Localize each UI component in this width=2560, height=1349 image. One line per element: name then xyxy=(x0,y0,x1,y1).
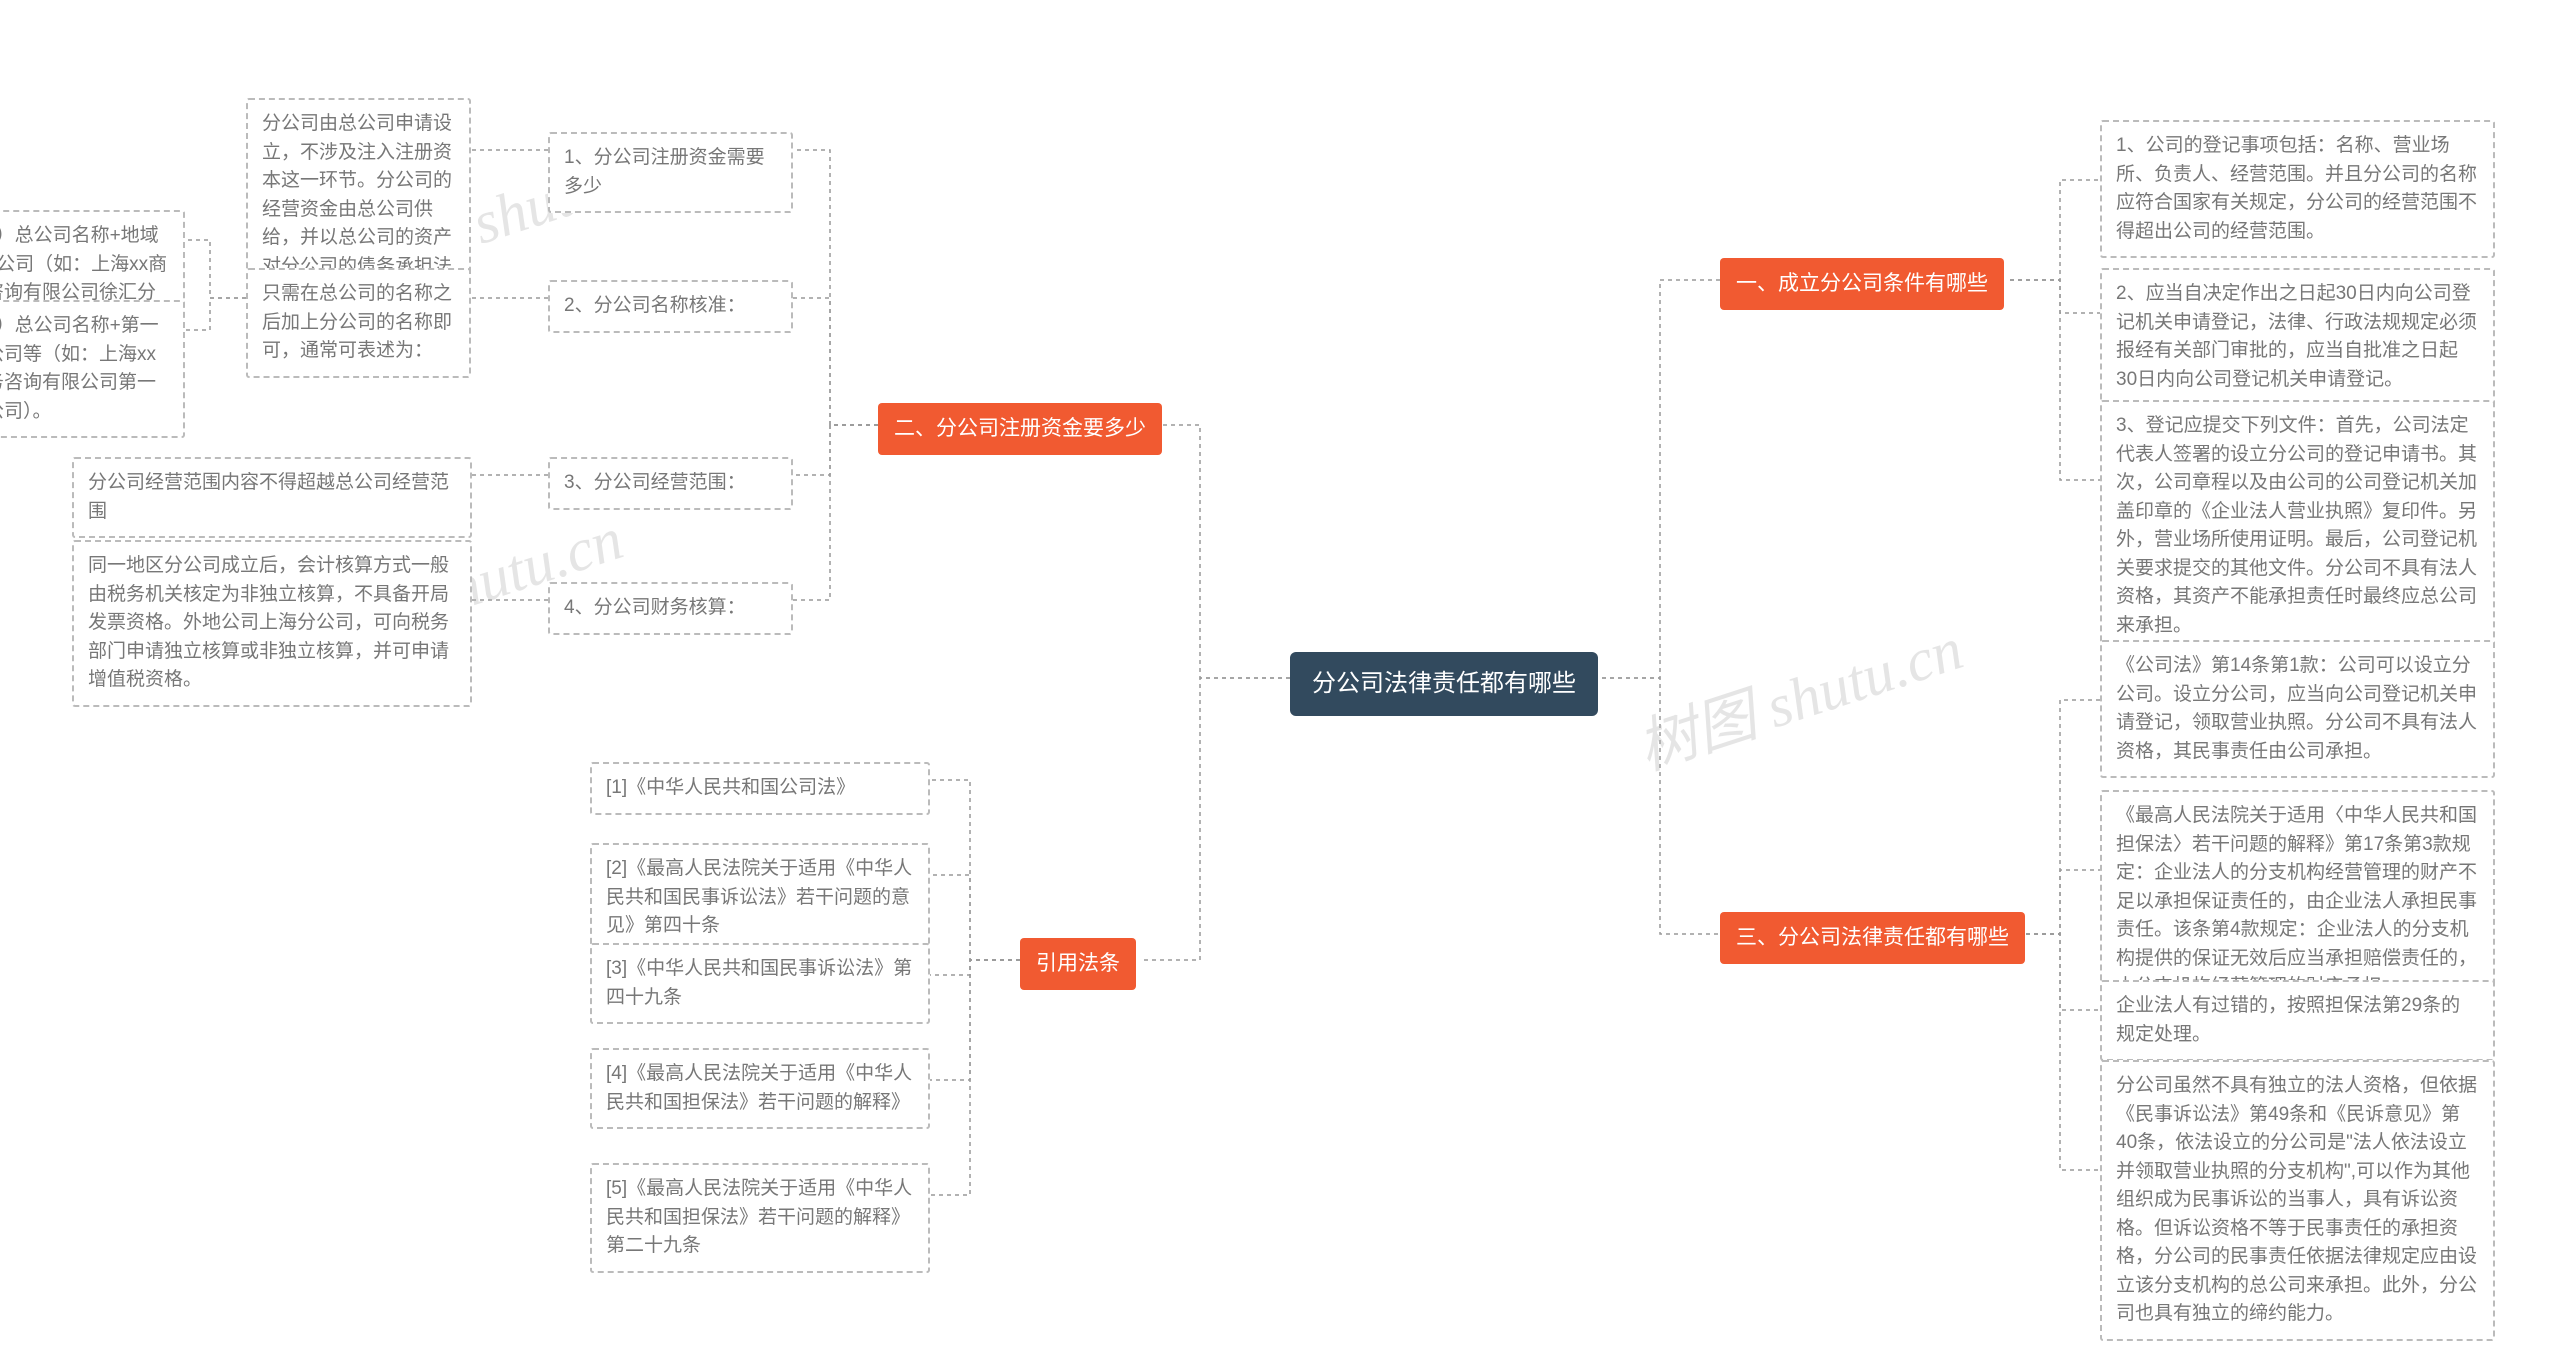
leaf-b4-4: [4]《最高人民法院关于适用《中华人民共和国担保法》若干问题的解释》 xyxy=(590,1048,930,1129)
leaf-b2-4d: 同一地区分公司成立后，会计核算方式一般由税务机关核定为非独立核算，不具备开局发票… xyxy=(72,540,472,707)
leaf-b4-1: [1]《中华人民共和国公司法》 xyxy=(590,762,930,815)
branch-4[interactable]: 引用法条 xyxy=(1020,938,1136,990)
leaf-b2-1: 1、分公司注册资金需要多少 xyxy=(548,132,793,213)
leaf-b1-3: 3、登记应提交下列文件：首先，公司法定代表人签署的设立分公司的登记申请书。其次，… xyxy=(2100,400,2495,652)
leaf-b2-3d: 分公司经营范围内容不得超越总公司经营范围 xyxy=(72,457,472,538)
leaf-b3-4: 分公司虽然不具有独立的法人资格，但依据《民事诉讼法》第49条和《民诉意见》第40… xyxy=(2100,1060,2495,1341)
mindmap-canvas: 树图 shutu.cn shutu.cn 树图 shutu.cn 分公司法律责任… xyxy=(0,0,2560,1349)
leaf-b2-3: 3、分公司经营范围： xyxy=(548,457,793,510)
branch-2[interactable]: 二、分公司注册资金要多少 xyxy=(878,403,1162,455)
root-node[interactable]: 分公司法律责任都有哪些 xyxy=(1290,652,1598,716)
watermark: 树图 shutu.cn xyxy=(1625,600,1972,787)
leaf-b3-1: 《公司法》第14条第1款：公司可以设立分公司。设立分公司，应当向公司登记机关申请… xyxy=(2100,640,2495,778)
leaf-b2-2d2: （2）总公司名称+第一分公司等（如：上海xx商务咨询有限公司第一分公司）。 xyxy=(0,300,185,438)
leaf-b1-2: 2、应当自决定作出之日起30日内向公司登记机关申请登记，法律、行政法规规定必须报… xyxy=(2100,268,2495,406)
branch-3[interactable]: 三、分公司法律责任都有哪些 xyxy=(1720,912,2025,964)
leaf-b1-1: 1、公司的登记事项包括：名称、营业场所、负责人、经营范围。并且分公司的名称应符合… xyxy=(2100,120,2495,258)
leaf-b2-4: 4、分公司财务核算： xyxy=(548,582,793,635)
leaf-b2-2: 2、分公司名称核准： xyxy=(548,280,793,333)
leaf-b4-3: [3]《中华人民共和国民事诉讼法》第四十九条 xyxy=(590,943,930,1024)
leaf-b2-2d: 只需在总公司的名称之后加上分公司的名称即可，通常可表述为： xyxy=(246,268,471,378)
branch-1[interactable]: 一、成立分公司条件有哪些 xyxy=(1720,258,2004,310)
leaf-b4-5: [5]《最高人民法院关于适用《中华人民共和国担保法》若干问题的解释》第二十九条 xyxy=(590,1163,930,1273)
leaf-b3-3: 企业法人有过错的，按照担保法第29条的规定处理。 xyxy=(2100,980,2495,1061)
leaf-b4-2: [2]《最高人民法院关于适用《中华人民共和国民事诉讼法》若干问题的意见》第四十条 xyxy=(590,843,930,953)
